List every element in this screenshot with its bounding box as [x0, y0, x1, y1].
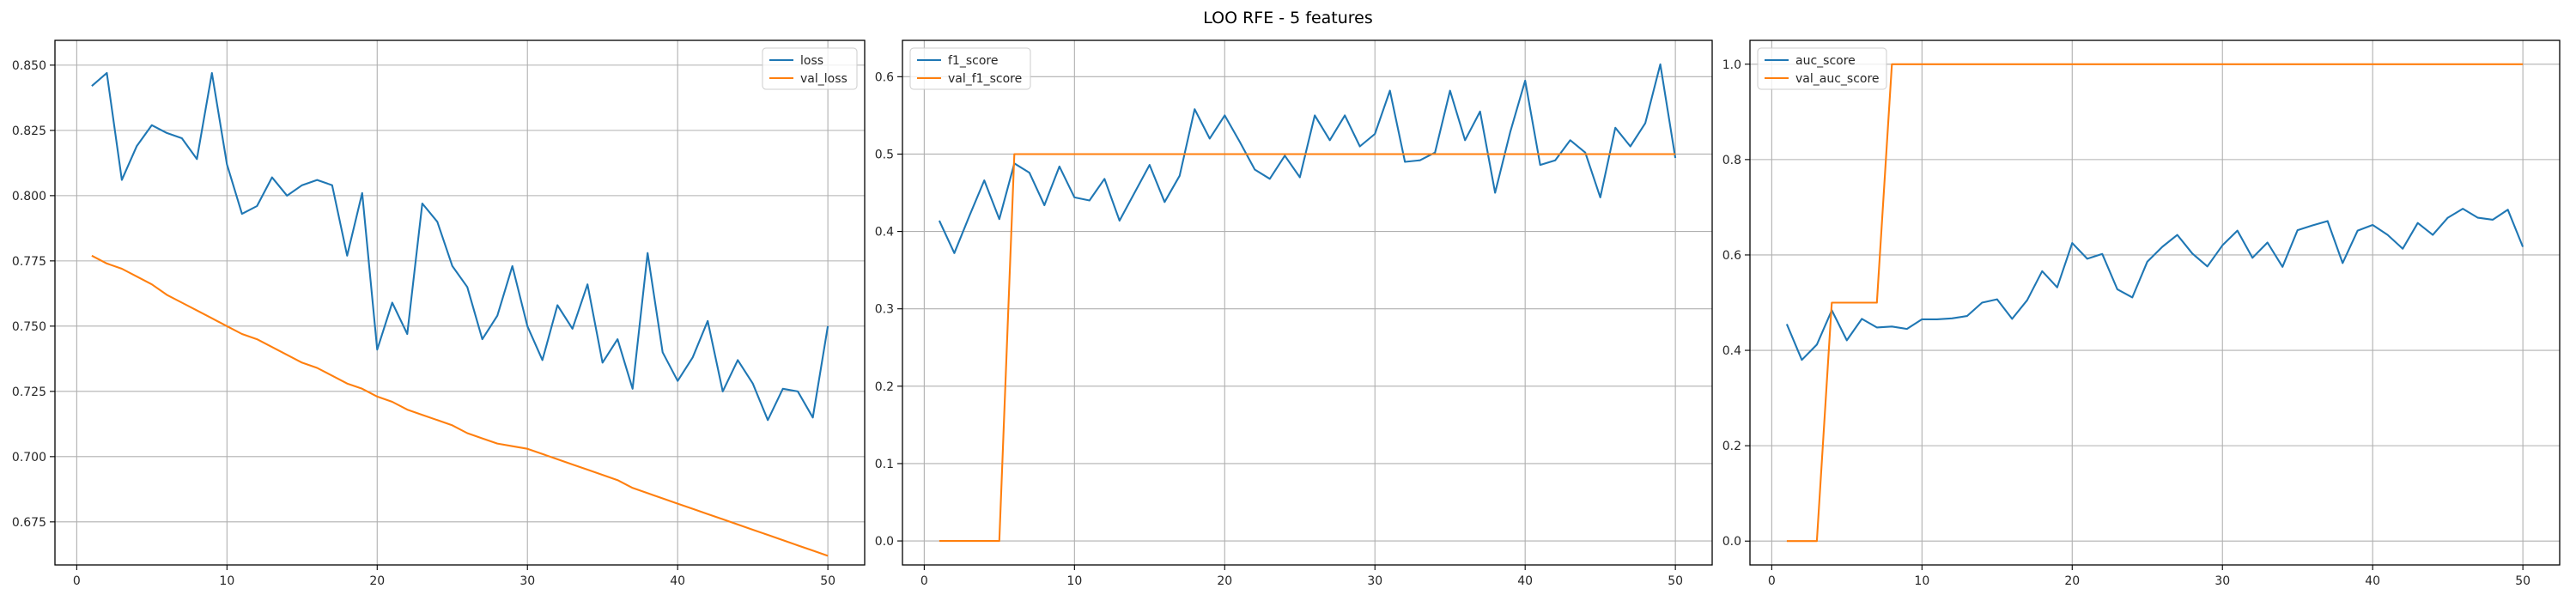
plot-area — [55, 40, 865, 565]
x-tick-label: 0 — [73, 574, 81, 588]
legend: auc_score val_auc_score — [1757, 47, 1887, 90]
legend: f1_score val_f1_score — [909, 47, 1031, 90]
y-tick-label: 0.6 — [875, 70, 894, 84]
loss-chart: 0 10 20 30 40 50 0.675 0.700 0.725 0.750 0.775 0.80… — [12, 39, 866, 588]
y-tick-label: 0.5 — [875, 148, 894, 161]
legend-label-val-loss: val_loss — [800, 72, 848, 86]
y-tick-label: 0.8 — [1722, 154, 1741, 167]
axes-frame — [902, 39, 1713, 566]
y-tick-label: 0.6 — [1722, 249, 1741, 263]
y-tick-label: 0.675 — [12, 516, 46, 530]
x-tick-label: 20 — [369, 574, 385, 588]
axes-frame — [54, 39, 866, 566]
y-tick-label: 0.4 — [1722, 344, 1741, 358]
x-tick-label: 30 — [519, 574, 535, 588]
series-line-auc-score — [1785, 208, 2524, 361]
y-tick-label: 0.1 — [875, 458, 894, 471]
x-tick-label: 20 — [2064, 574, 2080, 588]
x-tick-label: 40 — [2365, 574, 2380, 588]
series-line-val-loss — [91, 254, 829, 557]
plot-area — [1750, 40, 2560, 565]
x-tick-label: 50 — [2515, 574, 2530, 588]
x-tick-label: 50 — [820, 574, 835, 588]
f1-score-chart: 0 10 20 30 40 50 0.0 0.1 0.2 0.3 0.4 0.5 0.6 f1_score… — [875, 39, 1713, 588]
plot-area — [902, 40, 1712, 565]
y-tick-label: 0.700 — [12, 451, 46, 464]
legend: loss val_loss — [762, 47, 858, 90]
x-tick-label: 30 — [1367, 574, 1382, 588]
legend-label-auc-score: auc_score — [1795, 54, 1856, 68]
x-tick-label: 30 — [2215, 574, 2230, 588]
y-tick-label: 0.0 — [1722, 535, 1741, 549]
legend-label-val-f1-score: val_f1_score — [948, 72, 1022, 86]
auc-score-chart: 0 10 20 30 40 50 0.0 0.2 0.4 0.6 0.8 1.0 auc_scoreva… — [1722, 39, 2561, 588]
x-tick-label: 40 — [1517, 574, 1533, 588]
series-line-val-f1-score — [939, 153, 1676, 543]
x-tick-label: 10 — [1066, 574, 1082, 588]
y-tick-label: 0.825 — [12, 124, 46, 138]
y-tick-label: 0.2 — [1722, 440, 1741, 453]
legend-label-loss: loss — [800, 54, 823, 68]
y-tick-label: 0.800 — [12, 190, 46, 203]
series-line-val-auc-score — [1786, 63, 2524, 543]
x-tick-label: 10 — [1914, 574, 1929, 588]
figure-title: LOO RFE - 5 features — [1203, 9, 1373, 27]
y-tick-label: 0.4 — [875, 226, 894, 240]
y-tick-label: 0.750 — [12, 320, 46, 334]
y-tick-label: 0.725 — [12, 385, 46, 399]
x-tick-label: 0 — [920, 574, 928, 588]
y-tick-label: 0.850 — [12, 59, 46, 73]
x-tick-label: 0 — [1768, 574, 1776, 588]
y-tick-label: 0.0 — [875, 535, 894, 549]
x-tick-label: 40 — [670, 574, 685, 588]
x-tick-label: 20 — [1217, 574, 1232, 588]
legend-label-val-auc-score: val_auc_score — [1795, 72, 1880, 86]
y-tick-label: 0.2 — [875, 380, 894, 394]
legend-label-f1-score: f1_score — [948, 54, 998, 68]
series-line-f1-score — [938, 63, 1677, 254]
legend-box — [1757, 47, 1887, 90]
series-line-loss — [91, 71, 829, 422]
y-tick-label: 1.0 — [1722, 58, 1741, 72]
x-tick-label: 10 — [219, 574, 234, 588]
y-tick-label: 0.3 — [875, 303, 894, 317]
y-tick-label: 0.775 — [12, 255, 46, 269]
axes-frame — [1749, 39, 2561, 566]
x-tick-label: 50 — [1668, 574, 1683, 588]
